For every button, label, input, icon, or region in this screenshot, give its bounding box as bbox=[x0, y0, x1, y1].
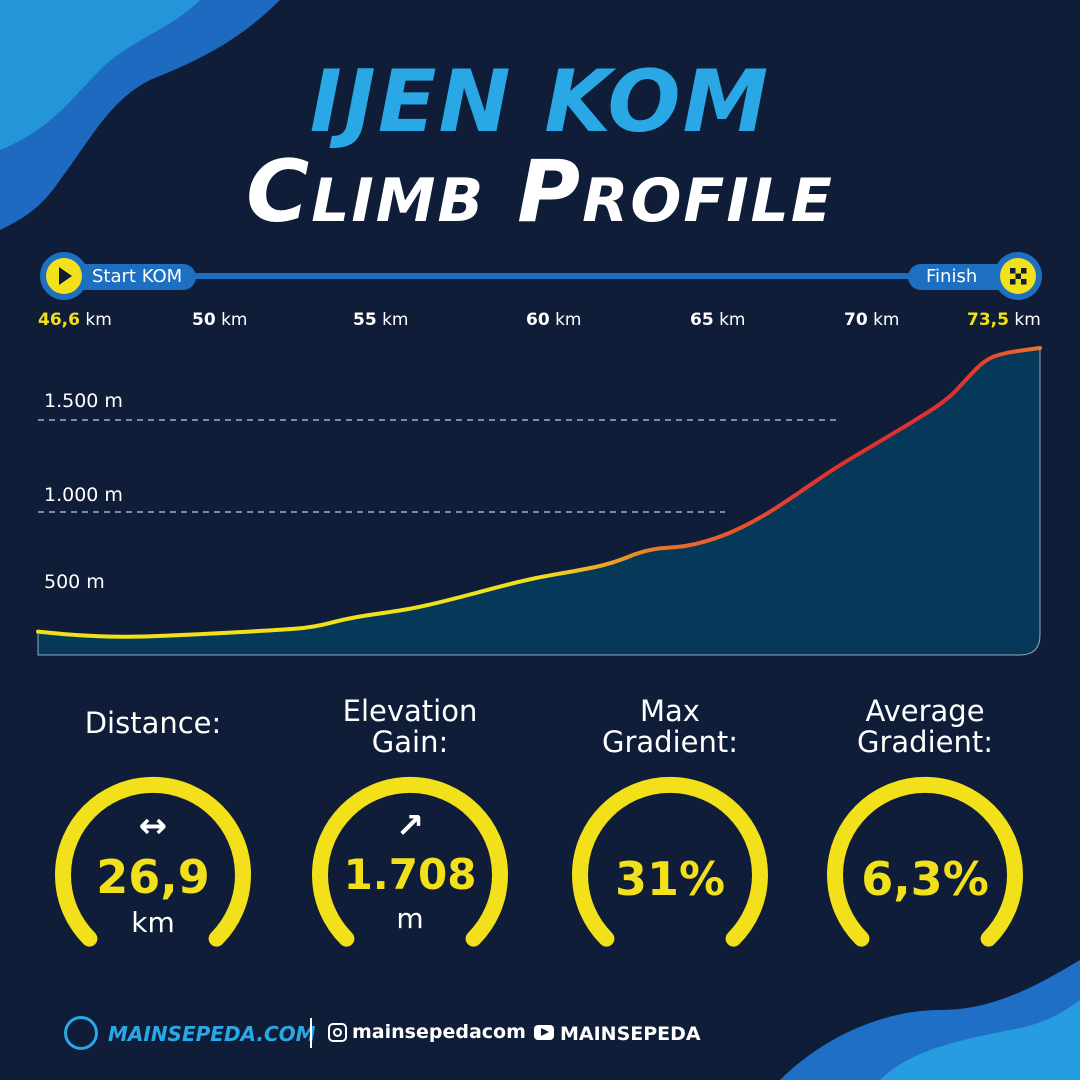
stat-ring bbox=[827, 776, 1023, 947]
x-tick-value: 50 bbox=[192, 310, 216, 330]
x-tick-unit: km bbox=[1008, 310, 1041, 330]
footer-divider bbox=[310, 1018, 312, 1048]
x-tick-unit: km bbox=[79, 310, 112, 330]
stat-label: Average Gradient: bbox=[857, 694, 993, 759]
x-tick-unit: km bbox=[215, 310, 248, 330]
x-tick-value: 60 bbox=[526, 310, 550, 330]
stat-ring-arc bbox=[572, 776, 768, 947]
play-icon bbox=[59, 267, 72, 285]
stat-unit: km bbox=[131, 906, 175, 939]
checkered-flag-icon bbox=[1010, 268, 1027, 285]
x-tick-label: 73,5 km bbox=[967, 310, 1041, 330]
youtube-icon bbox=[534, 1025, 554, 1040]
double-arrow-icon: ↔ bbox=[138, 806, 168, 846]
x-tick-unit: km bbox=[376, 310, 409, 330]
x-tick-label: 46,6 km bbox=[38, 310, 112, 330]
stat-label: Max Gradient: bbox=[602, 694, 738, 759]
top-left-wave-shape-light bbox=[0, 0, 200, 150]
stat-label: Distance: bbox=[84, 706, 222, 740]
instagram-handle: mainsepedacom bbox=[352, 1021, 526, 1043]
stat-ring-arc bbox=[55, 776, 251, 947]
x-tick-value: 73,5 bbox=[967, 310, 1009, 330]
x-tick-label: 55 km bbox=[353, 310, 408, 330]
elevation-area bbox=[37, 347, 1041, 656]
stat-value: 26,9 bbox=[96, 850, 210, 904]
start-marker bbox=[40, 252, 88, 300]
bottom-right-wave-shape-light bbox=[880, 1000, 1080, 1080]
stat-value: 1.708 bbox=[343, 850, 477, 899]
x-tick-value: 65 bbox=[690, 310, 714, 330]
finish-marker bbox=[994, 252, 1042, 300]
title-line-1: IJEN KOM bbox=[309, 52, 771, 152]
x-tick-unit: km bbox=[867, 310, 900, 330]
arrow-up-right-icon: ↗ bbox=[395, 806, 425, 846]
instagram-icon bbox=[328, 1023, 347, 1042]
stat-ring bbox=[312, 776, 508, 947]
x-tick-label: 50 km bbox=[192, 310, 247, 330]
bike-logo-icon bbox=[64, 1016, 98, 1050]
x-tick-value: 46,6 bbox=[38, 310, 80, 330]
x-tick-label: 70 km bbox=[844, 310, 899, 330]
title-line-2: Climb Profile bbox=[246, 142, 834, 242]
elevation-chart: 500 m 1.000 m 1.500 m bbox=[36, 346, 1042, 656]
stat-ring-arc bbox=[312, 776, 508, 947]
stat-value: 6,3% bbox=[861, 852, 989, 906]
x-tick-value: 55 bbox=[353, 310, 377, 330]
stat-ring bbox=[55, 776, 251, 947]
stat-ring bbox=[572, 776, 768, 947]
x-tick-unit: km bbox=[549, 310, 582, 330]
stat-value: 31% bbox=[614, 852, 726, 906]
x-tick-unit: km bbox=[713, 310, 746, 330]
stat-ring-arc bbox=[827, 776, 1023, 947]
stat-label: Elevation Gain: bbox=[342, 694, 478, 759]
x-tick-label: 65 km bbox=[690, 310, 745, 330]
x-tick-value: 70 bbox=[844, 310, 868, 330]
brand-name: MAINSEPEDA.COM bbox=[108, 1022, 316, 1046]
stat-unit: m bbox=[396, 902, 424, 935]
y-tick-label: 500 m bbox=[44, 571, 105, 593]
y-tick-label: 1.000 m bbox=[44, 484, 123, 506]
youtube-handle: MAINSEPEDA bbox=[560, 1023, 701, 1045]
elevation-line bbox=[36, 346, 1042, 639]
route-track bbox=[60, 273, 1020, 279]
x-tick-label: 60 km bbox=[526, 310, 581, 330]
y-tick-label: 1.500 m bbox=[44, 390, 123, 412]
